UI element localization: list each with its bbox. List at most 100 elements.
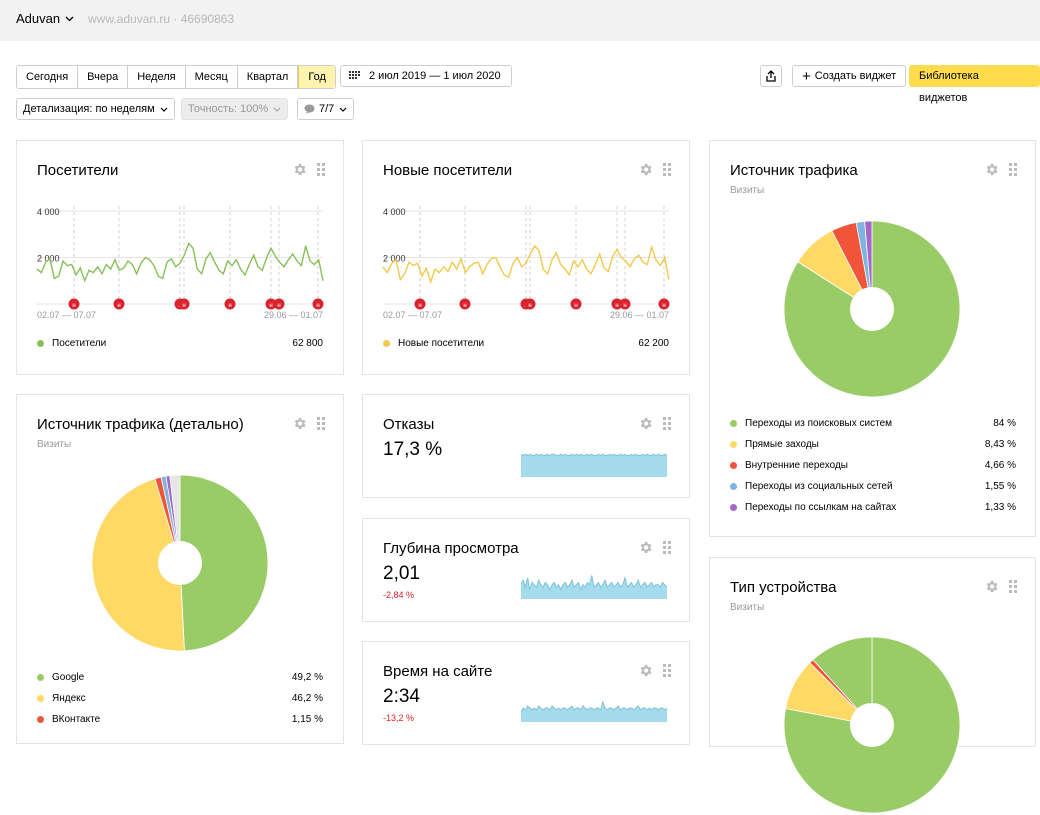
series-line [382,244,670,285]
drag-handle-icon[interactable] [1009,580,1017,593]
annotation-label: н [623,303,626,309]
x-tick-label: 29.06 — 01.07 [610,310,669,320]
drag-handle-icon[interactable] [663,664,671,677]
pie-slice [91,478,185,652]
widget-title: Источник трафика [730,162,858,179]
traffic-detail-widget: Источник трафика (детально) Визиты Googl… [16,394,344,744]
sparkline-area [521,702,667,722]
annotation-label: н [662,303,665,309]
annotation-marker: н [273,298,285,310]
widget-tools [638,663,671,678]
annotation-marker: н [459,298,471,310]
legend-label: Переходы из поисковых систем [745,418,893,429]
annotation-dot [224,298,236,310]
traffic-detail-pie-chart [91,474,269,652]
device-type-pie-chart [783,636,961,814]
legend-row: Внутренние переходы 4,66 % [730,460,1016,471]
detail-filter[interactable]: Детализация: по неделям [16,98,175,120]
legend-value: 84 % [993,418,1016,429]
drag-handle-icon[interactable] [1009,163,1017,176]
gear-icon[interactable] [984,579,999,594]
sparkline-line [521,453,667,457]
widget-subtitle: Визиты [730,185,765,196]
accuracy-filter[interactable]: Точность: 100% [181,98,289,120]
top-bar: Aduvan www.aduvan.ru · 46690863 [0,0,1040,41]
widget-subtitle: Визиты [37,439,72,450]
annotation-label: н [117,303,120,309]
gear-icon[interactable] [638,663,653,678]
widget-title: Глубина просмотра [383,540,519,557]
detail-filter-label: Детализация: по неделям [23,103,155,115]
y-tick-label: 4 000 [383,207,406,217]
annotation-label: н [72,303,75,309]
date-range-button[interactable]: 2 июл 2019 — 1 июл 2020 [340,65,512,87]
legend-row: ВКонтакте 1,15 % [37,714,323,725]
drag-handle-icon[interactable] [663,163,671,176]
pie-slice [179,474,269,652]
legend-row: Переходы по ссылкам на сайтах 1,33 % [730,502,1016,513]
annotation-label: н [269,303,272,309]
x-tick-label: 02.07 — 07.07 [383,310,442,320]
legend-row: Переходы из социальных сетей 1,55 % [730,481,1016,492]
legend-row: Яндекс 46,2 % [37,693,323,704]
gear-icon[interactable] [638,162,653,177]
legend-row: Переходы из поисковых систем 84 % [730,418,1016,429]
period-today-button[interactable]: Сегодня [17,66,79,88]
legend-dot [37,674,44,681]
legend-row: Новые посетители 62 200 [383,338,669,349]
chevron-down-icon [65,16,74,21]
segments-filter[interactable]: 7/7 [297,98,355,120]
chevron-down-icon [160,107,168,112]
widget-tools [984,162,1017,177]
gear-icon[interactable] [638,416,653,431]
annotation-marker: н [611,298,623,310]
widget-title: Новые посетители [383,162,513,179]
period-year-button[interactable]: Год [298,66,335,88]
annotation-marker: н [570,298,582,310]
annotation-dot [178,298,190,310]
bounces-sparkline [521,453,667,477]
legend-row: Посетители 62 800 [37,338,323,349]
gear-icon[interactable] [292,416,307,431]
x-tick-label: 02.07 — 07.07 [37,310,96,320]
period-yesterday-button[interactable]: Вчера [78,66,129,88]
period-week-button[interactable]: Неделя [128,66,186,88]
gear-icon[interactable] [984,162,999,177]
create-widget-button[interactable]: + Создать виджет [792,65,907,87]
legend-dot [383,340,390,347]
depth-sparkline [521,575,667,599]
widget-tools [638,162,671,177]
annotation-dot [68,298,80,310]
drag-handle-icon[interactable] [663,541,671,554]
legend-value: 49,2 % [291,672,323,683]
annotation-label: н [463,303,466,309]
legend-value: 8,43 % [984,439,1016,450]
legend-dot [730,483,737,490]
accuracy-filter-label: Точность: 100% [188,103,269,115]
annotation-marker: н [178,298,190,310]
export-button[interactable] [760,65,782,87]
period-month-button[interactable]: Месяц [186,66,238,88]
legend-label: Яндекс [52,693,86,704]
period-quarter-button[interactable]: Квартал [238,66,299,88]
gear-icon[interactable] [638,540,653,555]
annotation-marker: н [68,298,80,310]
segments-filter-label: 7/7 [319,103,335,115]
drag-handle-icon[interactable] [317,163,325,176]
widget-library-button[interactable]: Библиотека виджетов [909,65,1040,104]
counter-selector[interactable]: Aduvan [16,11,74,26]
counter-name: Aduvan [16,11,61,26]
calendar-icon [349,71,360,79]
metric-delta: -13,2 % [383,713,415,723]
drag-handle-icon[interactable] [663,417,671,430]
widget-tools [638,540,671,555]
traffic-source-widget: Источник трафика Визиты Переходы из поис… [709,140,1036,537]
annotation-marker: н [414,298,426,310]
annotation-label: н [418,303,421,309]
gear-icon[interactable] [292,162,307,177]
annotation-dot [459,298,471,310]
drag-handle-icon[interactable] [317,417,325,430]
